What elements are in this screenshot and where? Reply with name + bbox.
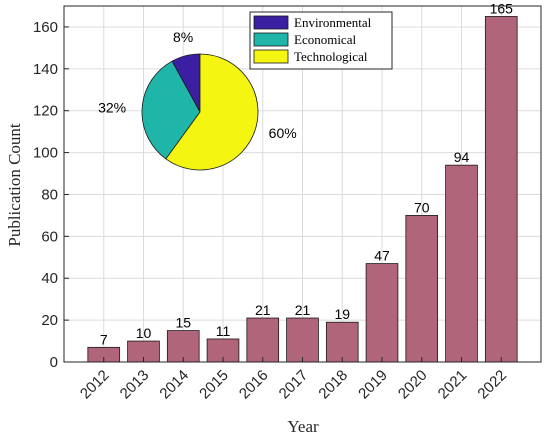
bar-2019 [365, 263, 399, 363]
y-tick-label: 160 [33, 19, 58, 36]
bar-data-label: 10 [136, 325, 152, 341]
y-tick-label: 140 [33, 61, 58, 78]
x-tick-labels: 2012 2013 2014 2015 2016 2017 2018 2019 2020 2021… [77, 367, 510, 403]
pie-slice-economical [141, 60, 201, 160]
legend: Environmental Economical Technological [249, 11, 393, 70]
x-tick-label: 2020 [395, 367, 431, 403]
y-tick-label: 80 [41, 186, 58, 203]
bar-data-label: 165 [490, 0, 514, 16]
plot-frame [63, 5, 542, 363]
bar-series [87, 16, 518, 363]
legend-entry-label: Environmental [294, 15, 372, 30]
bar-2020 [405, 215, 439, 363]
bar-data-label: 19 [334, 306, 350, 322]
x-tick-label: 2014 [156, 367, 192, 403]
pie-percent-labels: 8% 32% 60% [98, 29, 297, 141]
bar-data-label: 47 [374, 248, 390, 264]
x-tick-label: 2018 [315, 367, 351, 403]
bar-data-label: 7 [100, 331, 108, 347]
x-tick-label: 2012 [77, 367, 113, 403]
bar-data-label: 21 [295, 302, 311, 318]
bar-2021 [445, 164, 478, 363]
x-tick-label: 2013 [117, 367, 153, 403]
pie-percent-label: 60% [269, 125, 297, 141]
pie-percent-label: 8% [173, 29, 193, 45]
pie-slice-technological [165, 53, 259, 171]
legend-swatch [253, 49, 289, 64]
x-tick-label: 2016 [236, 367, 272, 403]
x-tick-label: 2021 [435, 367, 471, 403]
bar-data-label: 15 [175, 315, 191, 331]
pie-percent-label: 32% [98, 100, 126, 116]
bar-data-label: 94 [454, 149, 470, 165]
y-tick-label: 120 [33, 103, 58, 120]
x-axis-title: Year [287, 417, 319, 436]
bar-2022 [484, 16, 518, 363]
bar-2016 [246, 317, 280, 363]
bar-data-label: 11 [216, 323, 231, 339]
bar-data-label: 21 [255, 302, 271, 318]
legend-entry-label: Technological [294, 49, 368, 64]
y-tick-label: 0 [50, 354, 58, 371]
bar-2018 [325, 321, 359, 363]
bar-data-labels: 7 10 15 11 21 21 19 47 70 94 165 [100, 0, 513, 347]
legend-swatch [253, 15, 289, 30]
x-tick-label: 2019 [355, 367, 391, 403]
y-tick-label: 60 [41, 228, 58, 245]
bar-data-label: 70 [414, 199, 430, 215]
y-tick-labels: 0 20 40 60 80 100 120 140 160 [33, 19, 58, 371]
bar-2017 [286, 317, 319, 363]
x-tick-label: 2017 [276, 367, 312, 403]
pie-chart [141, 53, 259, 171]
y-tick-label: 40 [41, 270, 58, 287]
legend-entry-label: Economical [294, 32, 356, 47]
y-tick-label: 100 [33, 145, 58, 162]
y-tick-label: 20 [41, 312, 58, 329]
axes [63, 5, 542, 363]
y-axis-title: Publication Count [5, 123, 24, 247]
x-tick-label: 2022 [474, 367, 510, 403]
legend-swatch [253, 32, 289, 47]
x-tick-label: 2015 [196, 367, 232, 403]
